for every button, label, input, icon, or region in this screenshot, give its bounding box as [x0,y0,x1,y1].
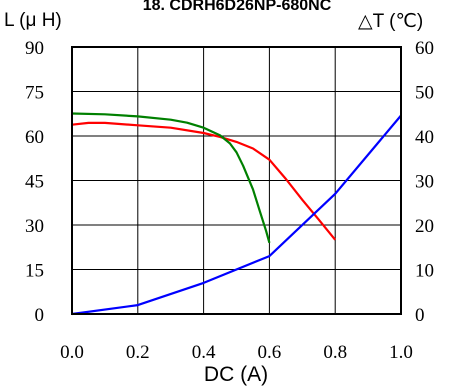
left-tick-label: 60 [25,127,44,148]
right-tick-label: 60 [415,38,434,59]
right-tick-label: 50 [415,83,434,104]
series-line-1 [71,121,337,241]
x-tick-label: 0.8 [323,342,347,363]
chart-title: 18. CDRH6D26NP-680NC [143,0,332,14]
right-axis-ticks: 0 10 20 30 40 50 60 [415,38,434,326]
left-tick-label: 15 [25,261,44,282]
right-axis-label: △T (℃) [358,11,423,32]
x-axis-ticks: 0.0 0.2 0.4 0.6 0.8 1.0 [60,342,413,363]
x-tick-label: 1.0 [389,342,413,363]
left-tick-label: 75 [25,83,44,104]
x-tick-label: 0.2 [126,342,150,363]
left-tick-label: 90 [25,38,44,59]
right-tick-label: 20 [415,216,434,237]
x-tick-label: 0.6 [258,342,282,363]
left-tick-label: 0 [35,305,45,326]
x-tick-label: 0.0 [60,342,84,363]
series-line-2 [71,112,271,244]
left-axis-ticks: 0 15 30 45 60 75 90 [25,38,44,326]
right-tick-label: 40 [415,127,434,148]
plot-frame [71,46,402,315]
grid-lines [72,47,401,314]
left-axis-label: L (μ H) [4,10,62,31]
x-tick-label: 0.4 [192,342,216,363]
series-group [71,112,402,316]
left-tick-label: 45 [25,172,44,193]
right-tick-label: 0 [415,305,425,326]
x-axis-label: DC (A) [204,363,268,386]
series-line-3 [71,114,402,316]
right-tick-label: 10 [415,261,434,282]
left-tick-label: 30 [25,216,44,237]
right-tick-label: 30 [415,172,434,193]
